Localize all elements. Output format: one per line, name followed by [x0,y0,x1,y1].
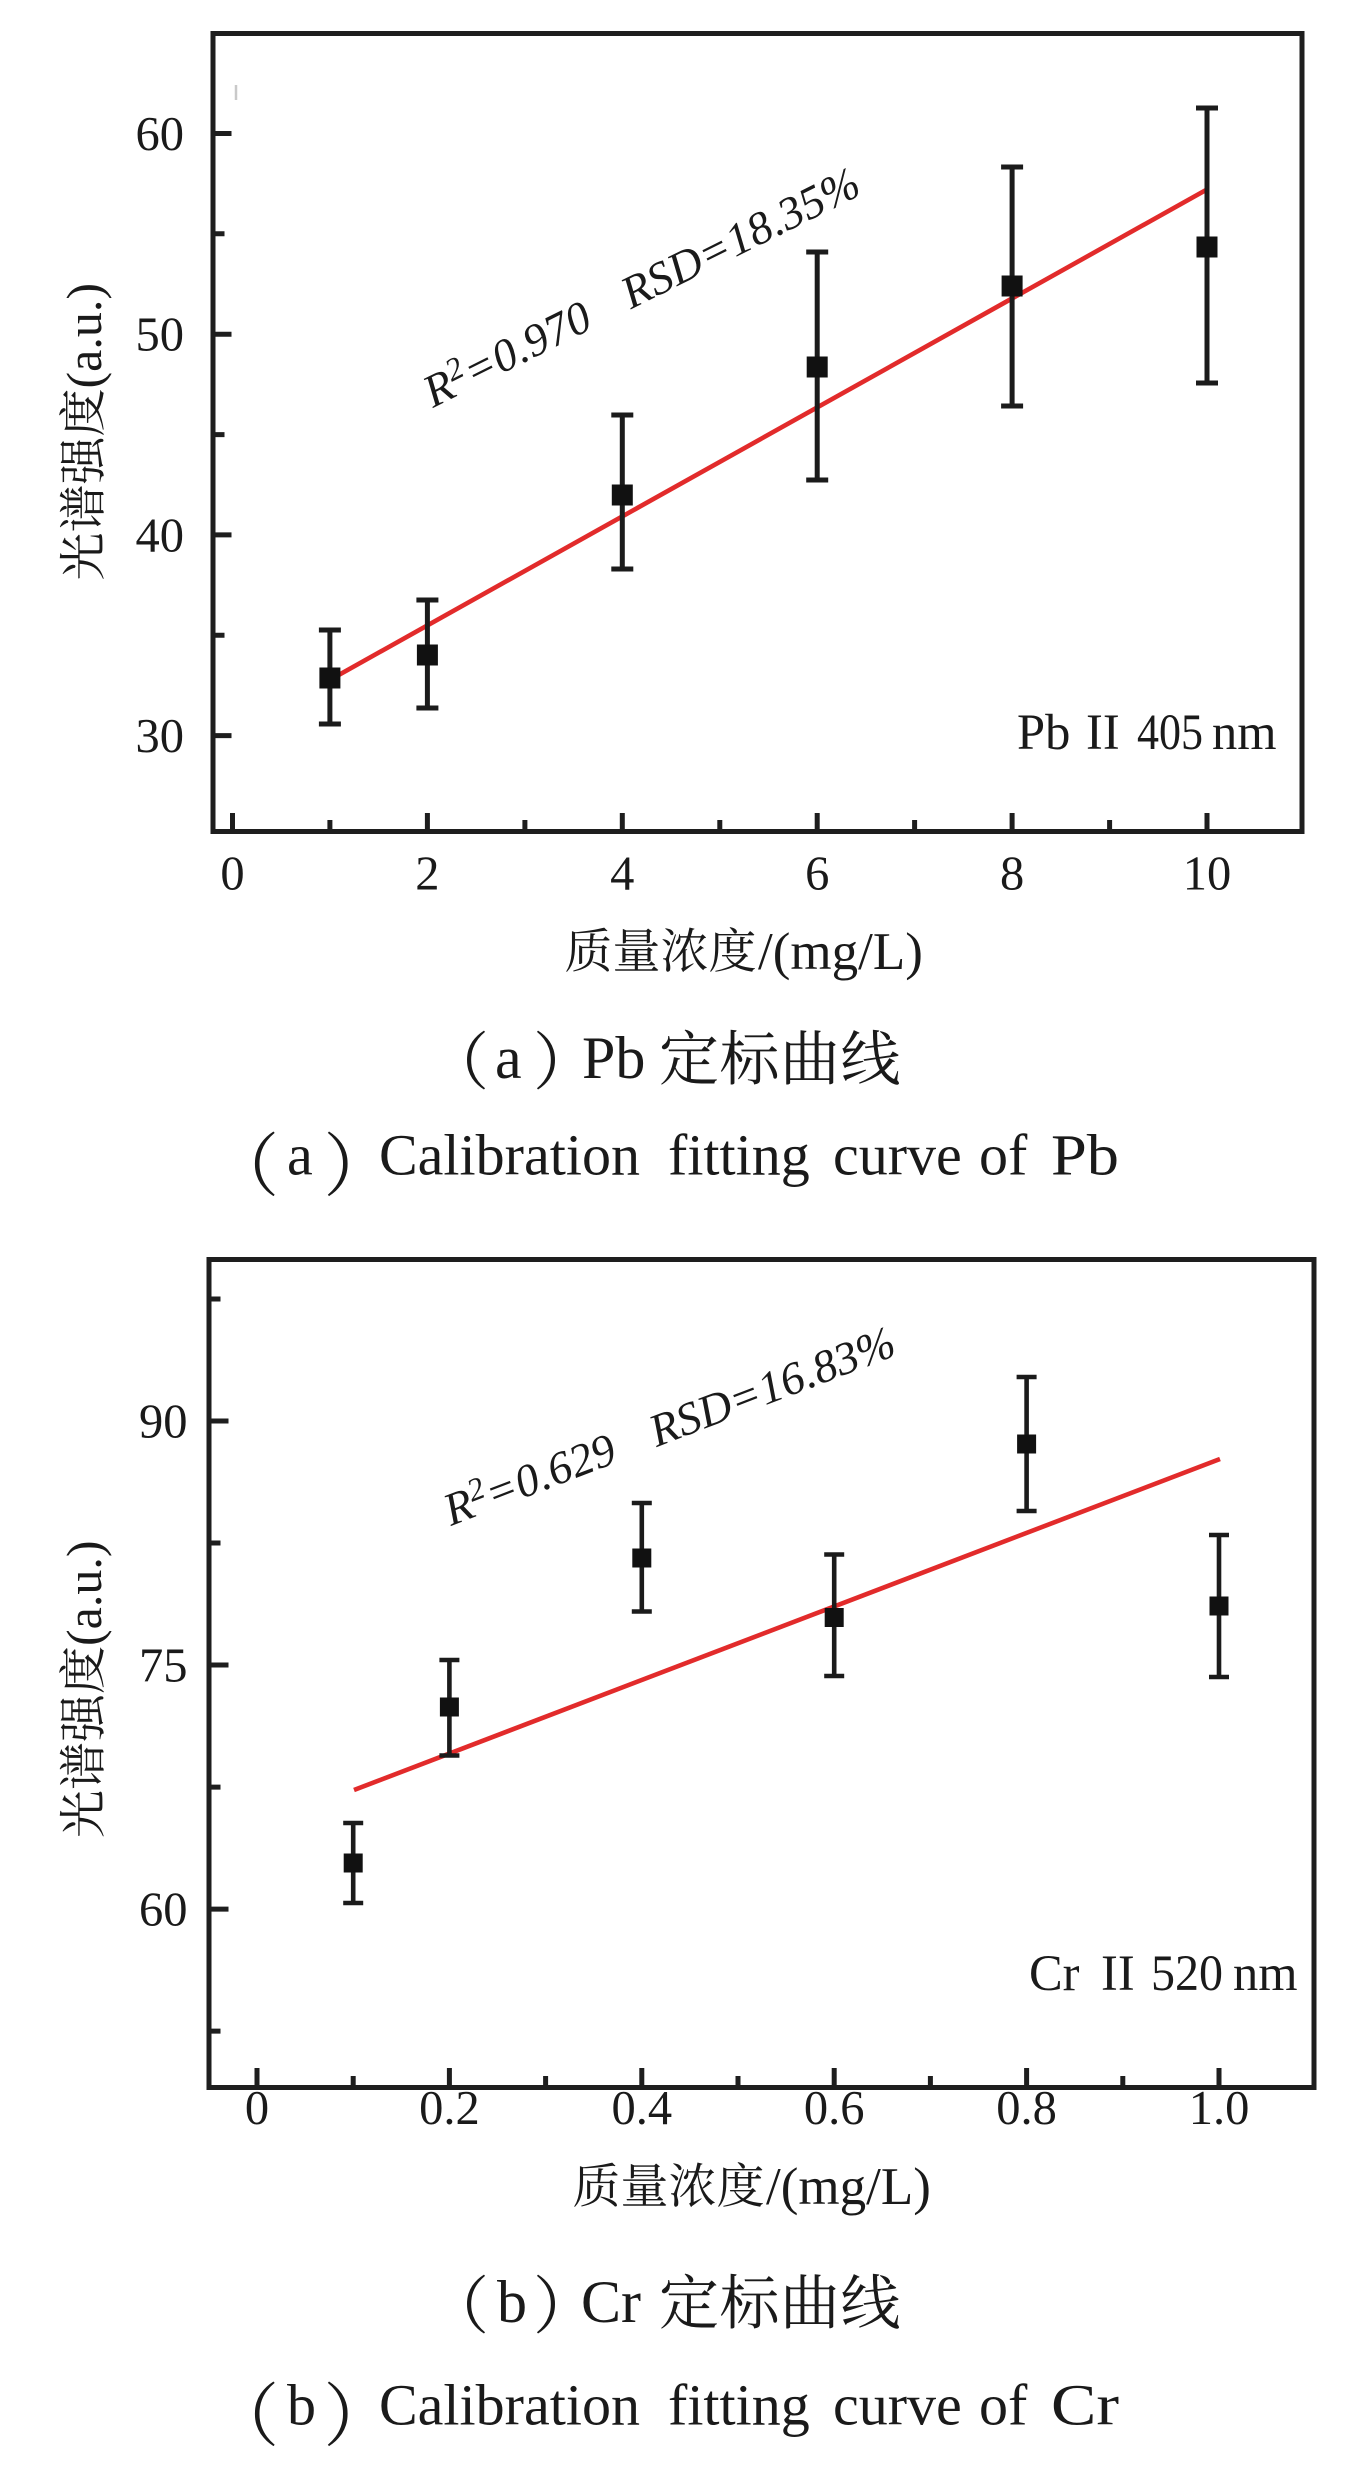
svg-text:4: 4 [610,848,634,901]
svg-text:R2=0.629RSD=16.83%: R2=0.629RSD=16.83% [434,1313,902,1536]
svg-text:fitting: fitting [668,2373,810,2438]
svg-text:(a.u.): (a.u.) [56,1541,112,1647]
svg-text:of: of [979,1123,1028,1188]
svg-text:0.6: 0.6 [804,2082,865,2135]
svg-text:0: 0 [245,2082,269,2135]
svg-text:Calibration: Calibration [379,1123,640,1188]
svg-text:II: II [1086,704,1120,760]
svg-text:b: b [497,2269,527,2335]
svg-text:nm: nm [1233,1945,1298,2001]
svg-text:90: 90 [139,1396,188,1449]
svg-text:a: a [495,1025,522,1091]
svg-text:0.8: 0.8 [996,2082,1057,2135]
svg-text:40: 40 [136,509,185,562]
svg-text:fitting: fitting [668,1123,810,1188]
svg-text:Pb: Pb [582,1025,645,1091]
svg-text:0.2: 0.2 [419,2082,480,2135]
svg-text:75: 75 [139,1640,188,1693]
svg-text:6: 6 [805,848,829,901]
svg-text:b: b [287,2373,316,2438]
svg-text:a: a [287,1123,313,1188]
svg-text:curve: curve [833,1123,962,1188]
svg-text:/(mg/L): /(mg/L) [758,923,923,981]
svg-text:/(mg/L): /(mg/L) [766,2158,931,2216]
svg-text:Cr: Cr [1029,1945,1080,2001]
svg-text:Cr: Cr [581,2269,641,2335]
svg-text:60: 60 [136,108,185,161]
svg-text:50: 50 [136,309,185,362]
svg-text:520: 520 [1151,1945,1223,2001]
svg-text:2: 2 [415,848,439,901]
svg-text:Cr: Cr [1051,2373,1119,2438]
svg-text:1.0: 1.0 [1189,2082,1250,2135]
svg-text:(a.u.): (a.u.) [56,283,112,389]
svg-text:30: 30 [136,710,185,763]
svg-text:Calibration: Calibration [379,2373,640,2438]
svg-text:Pb: Pb [1051,1123,1119,1188]
svg-text:Pb: Pb [1017,704,1070,760]
svg-text:8: 8 [1000,848,1024,901]
svg-text:of: of [979,2373,1028,2438]
svg-text:R2=0.970RSD=18.35%: R2=0.970RSD=18.35% [412,154,868,418]
svg-text:10: 10 [1183,848,1232,901]
svg-text:405: 405 [1137,704,1203,760]
svg-text:nm: nm [1212,704,1277,760]
svg-text:60: 60 [139,1884,188,1937]
svg-text:0: 0 [220,848,244,901]
svg-text:II: II [1101,1945,1135,2001]
svg-text:0.4: 0.4 [611,2082,672,2135]
svg-text:curve: curve [833,2373,962,2438]
